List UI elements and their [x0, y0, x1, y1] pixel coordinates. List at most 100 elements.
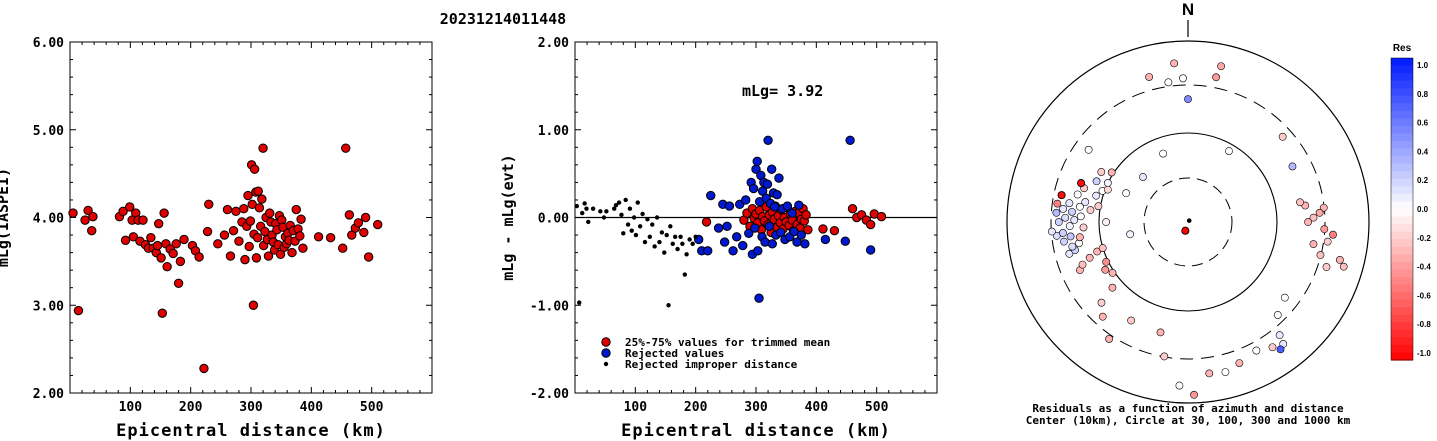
station-residual-point [1275, 331, 1284, 340]
station-residual-point [1103, 179, 1112, 187]
station-residual-point [1070, 216, 1079, 224]
data-point [168, 248, 178, 259]
data-point [202, 226, 213, 237]
data-point [287, 247, 297, 258]
data-point [313, 232, 324, 242]
legend-marker [601, 337, 611, 347]
data-point [738, 240, 748, 251]
colorbar-segment [1391, 314, 1413, 323]
station-residual-point [1108, 268, 1117, 277]
station-residual-point [1145, 73, 1154, 81]
colorbar-segment [1391, 254, 1413, 263]
data-point [175, 256, 186, 267]
data-point [690, 241, 695, 247]
data-point [876, 211, 887, 222]
colorbar-segment [1391, 95, 1413, 104]
x-tick-label: 200 [179, 400, 203, 415]
station-residual-point [1315, 208, 1324, 217]
y-tick-label: -2.00 [530, 387, 569, 402]
station-residual-point [1160, 352, 1169, 361]
data-point [764, 221, 774, 231]
data-point [687, 237, 692, 242]
data-point [763, 135, 773, 145]
data-point [225, 251, 236, 261]
station-residual-point [1085, 253, 1094, 262]
station-residual-point [1068, 242, 1077, 251]
x-axis-label: Epicentral distance (km) [621, 421, 891, 441]
data-point [678, 234, 683, 240]
station-residual-point [1322, 263, 1331, 271]
data-point [703, 246, 713, 256]
station-residual-point [1047, 227, 1056, 236]
colorbar-tick-label: 0.2 [1417, 176, 1429, 185]
colorbar-title: Res [1393, 43, 1412, 54]
data-point [341, 143, 351, 153]
data-point [706, 190, 716, 201]
station-residual-point [1156, 328, 1165, 337]
data-point [741, 195, 751, 205]
data-point [159, 208, 169, 218]
y-tick-label: 6.00 [33, 36, 64, 51]
data-point [659, 230, 665, 235]
colorbar-frame [1390, 57, 1414, 361]
data-point [766, 164, 777, 174]
station-residual-point [1126, 230, 1135, 239]
data-point [664, 232, 669, 238]
colorbar-segment [1391, 171, 1413, 180]
station-residual-point [1075, 233, 1084, 242]
mlg-annotation: mLg= 3.92 [742, 82, 823, 100]
x-tick-label: 300 [744, 400, 768, 415]
data-point [162, 261, 172, 272]
data-point [744, 228, 754, 238]
station-residual-point [1058, 229, 1067, 237]
data-point [752, 156, 762, 167]
station-residual-point [1212, 73, 1221, 82]
colorbar-segment [1391, 246, 1413, 255]
data-point [138, 215, 148, 225]
data-point [770, 202, 780, 212]
data-point [782, 201, 793, 211]
data-point [840, 236, 850, 246]
y-tick-label: -1.00 [530, 299, 569, 314]
colorbar-segment [1391, 58, 1413, 67]
data-point [298, 243, 308, 253]
data-point [680, 241, 685, 247]
colorbar-segment [1391, 193, 1413, 203]
data-point [582, 201, 587, 206]
station-residual-point [1107, 168, 1116, 177]
colorbar-tick-label: -0.6 [1417, 291, 1431, 300]
data-point [199, 363, 209, 374]
legend-entry: Rejected values [625, 347, 724, 360]
y-tick-label: 3.00 [33, 299, 64, 314]
data-point [713, 223, 724, 233]
data-point [629, 228, 634, 233]
data-point [373, 219, 383, 230]
data-point [80, 215, 90, 225]
data-point [820, 234, 831, 245]
data-point [772, 189, 782, 200]
data-point [631, 215, 637, 220]
station-residual-point [1053, 199, 1062, 208]
data-point [625, 222, 631, 227]
colorbar-segment [1391, 352, 1413, 361]
y-tick-label: 2.00 [538, 36, 569, 51]
data-point [635, 200, 640, 205]
data-point [157, 308, 168, 318]
data-point [794, 200, 804, 210]
data-point [701, 217, 712, 227]
data-point [296, 214, 306, 224]
station-residual-point [1057, 191, 1066, 200]
station-residual-point [1103, 185, 1112, 194]
station-residual-point [1304, 218, 1313, 226]
colorbar-segment [1391, 178, 1413, 187]
data-point [684, 252, 689, 257]
data-point [248, 300, 259, 310]
data-point [360, 212, 371, 223]
data-point [338, 243, 348, 253]
colorbar-segment [1391, 337, 1413, 346]
colorbar-segment [1391, 329, 1413, 338]
data-point [146, 232, 156, 243]
x-tick-label: 300 [239, 400, 263, 415]
data-point [586, 219, 591, 225]
